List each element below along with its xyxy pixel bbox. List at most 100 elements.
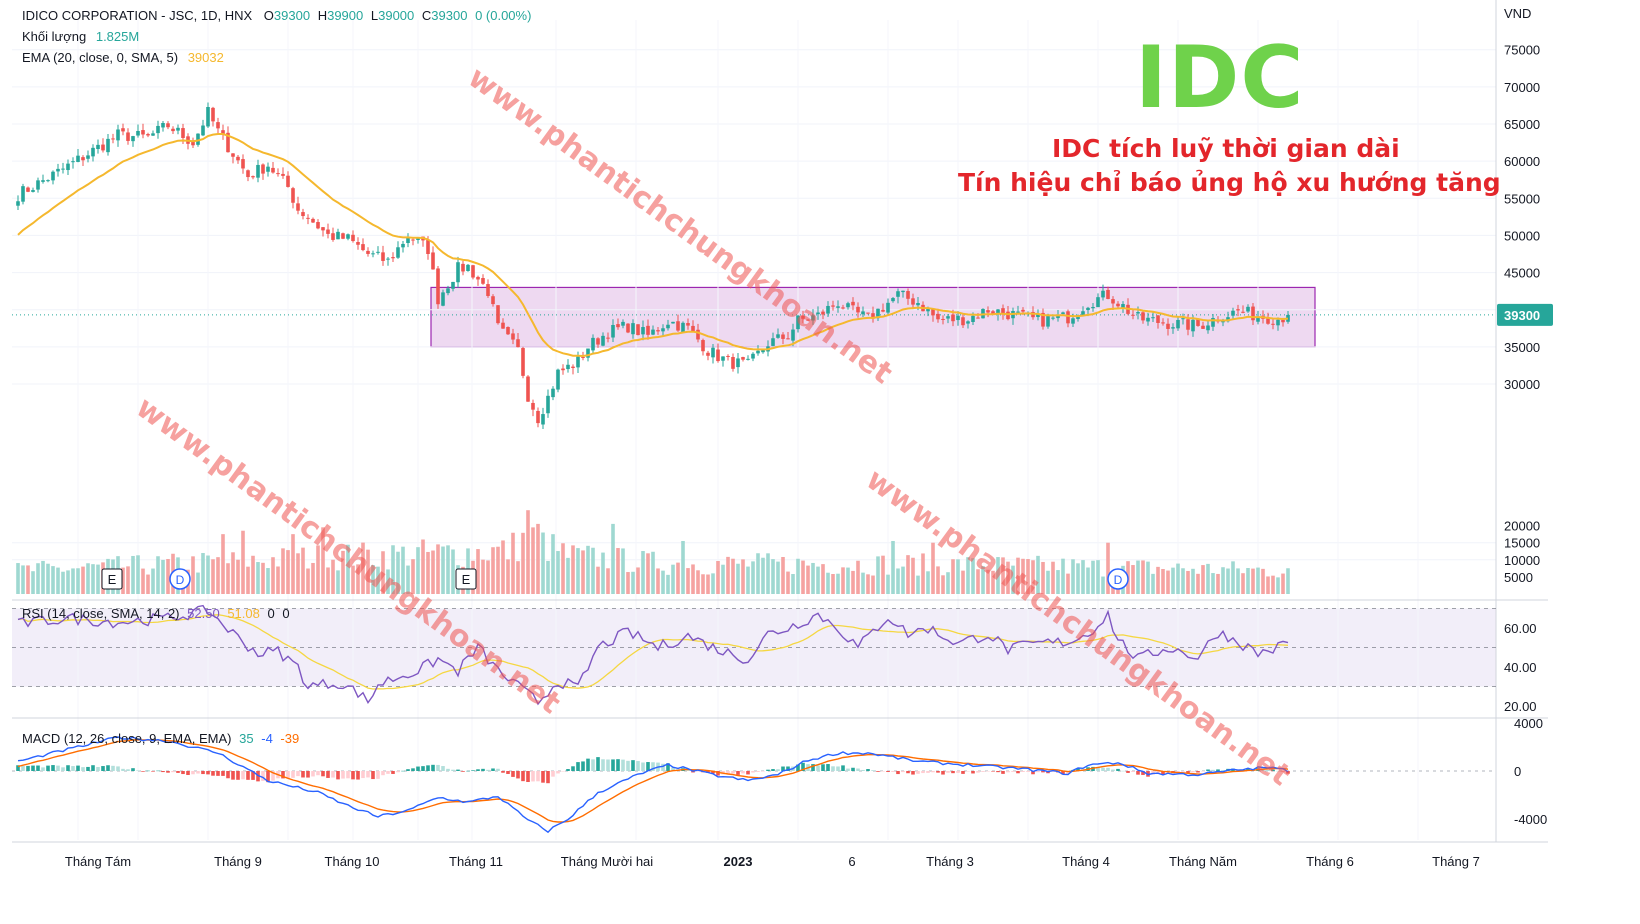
volume-bar: [611, 523, 615, 594]
candle-body: [706, 352, 710, 356]
macd-histogram-bar: [496, 768, 500, 771]
macd-histogram-bar: [526, 771, 530, 783]
macd-histogram-bar: [621, 759, 625, 771]
price-tick-label: 55000: [1504, 191, 1540, 206]
volume-bar: [971, 558, 975, 594]
macd-histogram-bar: [576, 762, 580, 771]
volume-bar: [1161, 569, 1165, 594]
candle-body: [711, 347, 715, 358]
macd-histogram-bar: [1186, 771, 1190, 774]
volume-bar: [811, 562, 815, 594]
candle-body: [476, 276, 480, 280]
volume-bar: [1266, 576, 1270, 594]
volume-tick-label: 5000: [1504, 570, 1533, 585]
volume-bar: [76, 568, 80, 594]
candle-body: [936, 313, 940, 320]
volume-bar: [1166, 570, 1170, 594]
candle-body: [371, 253, 375, 255]
volume-bar: [896, 568, 900, 594]
candle-body: [1021, 309, 1025, 312]
macd-histogram-bar: [206, 771, 210, 775]
candle-body: [206, 107, 210, 127]
volume-bar: [311, 562, 315, 594]
volume-bar: [81, 566, 85, 594]
macd-histogram-bar: [426, 765, 430, 771]
macd-histogram-bar: [101, 766, 105, 771]
candle-body: [661, 328, 665, 332]
volume-bar: [21, 565, 25, 594]
volume-bar: [561, 543, 565, 594]
volume-bar: [986, 569, 990, 594]
candle-body: [96, 144, 100, 150]
candle-body: [866, 312, 870, 314]
candle-body: [1046, 316, 1050, 327]
rsi-extra-1: 0: [267, 606, 275, 621]
candle-body: [236, 156, 240, 161]
volume-bar: [481, 559, 485, 594]
candle-body: [1086, 307, 1090, 311]
candle-body: [346, 234, 350, 239]
macd-histogram-bar: [986, 771, 990, 772]
candle-body: [351, 234, 355, 242]
volume-bar: [741, 559, 745, 594]
candle-body: [456, 262, 460, 283]
macd-histogram-bar: [326, 771, 330, 778]
candle-body: [296, 203, 300, 211]
candle-body: [836, 306, 840, 308]
candle-body: [781, 334, 785, 339]
macd-histogram-bar: [871, 770, 875, 771]
candle-body: [906, 291, 910, 299]
volume-bar: [1241, 573, 1245, 594]
candle-body: [361, 244, 365, 251]
macd-histogram-bar: [671, 767, 675, 771]
candle-body: [1036, 314, 1040, 318]
candle-body: [626, 323, 630, 333]
candle-body: [521, 348, 525, 376]
candle-body: [571, 366, 575, 369]
macd-histogram-bar: [346, 771, 350, 779]
volume-bar: [666, 574, 670, 594]
macd-histogram-bar: [866, 769, 870, 771]
macd-histogram-bar: [416, 766, 420, 771]
volume-bar: [1136, 560, 1140, 594]
macd-histogram-bar: [836, 766, 840, 771]
macd-signal-line: [17, 739, 1289, 823]
volume-bar: [571, 545, 575, 594]
candle-body: [1206, 325, 1210, 331]
volume-bar: [681, 540, 685, 594]
rsi-extra-2: 0: [282, 606, 290, 621]
volume-bar: [1141, 560, 1145, 594]
candle-body: [791, 329, 795, 341]
volume-bar: [1211, 573, 1215, 594]
volume-bar: [321, 527, 325, 594]
macd-histogram-bar: [886, 771, 890, 772]
macd-histogram-bar: [831, 766, 835, 771]
candle-body: [126, 132, 130, 141]
volume-bar: [556, 551, 560, 594]
volume-bar: [606, 568, 610, 594]
candle-body: [526, 376, 530, 402]
volume-bar: [1101, 576, 1105, 594]
volume-bar: [196, 572, 200, 594]
candle-body: [1041, 312, 1045, 327]
volume-bar: [691, 564, 695, 594]
macd-histogram-bar: [486, 769, 490, 771]
candle-body: [806, 319, 810, 321]
volume-layer: [16, 510, 1290, 594]
volume-bar: [511, 532, 515, 594]
macd-histogram-bar: [561, 771, 565, 772]
volume-bar: [91, 564, 95, 594]
macd-histogram-bar: [246, 771, 250, 780]
macd-histogram-bar: [46, 765, 50, 771]
macd-histogram-bar: [181, 771, 185, 775]
volume-bar: [361, 542, 365, 594]
candle-body: [226, 132, 230, 153]
candle-body: [561, 368, 565, 371]
candle-body: [71, 161, 75, 163]
candle-body: [1081, 311, 1085, 316]
candle-body: [86, 155, 90, 159]
volume-bar: [671, 564, 675, 594]
symbol-title: IDICO CORPORATION - JSC, 1D, HNX: [22, 8, 253, 23]
macd-histogram-bar: [571, 766, 575, 771]
